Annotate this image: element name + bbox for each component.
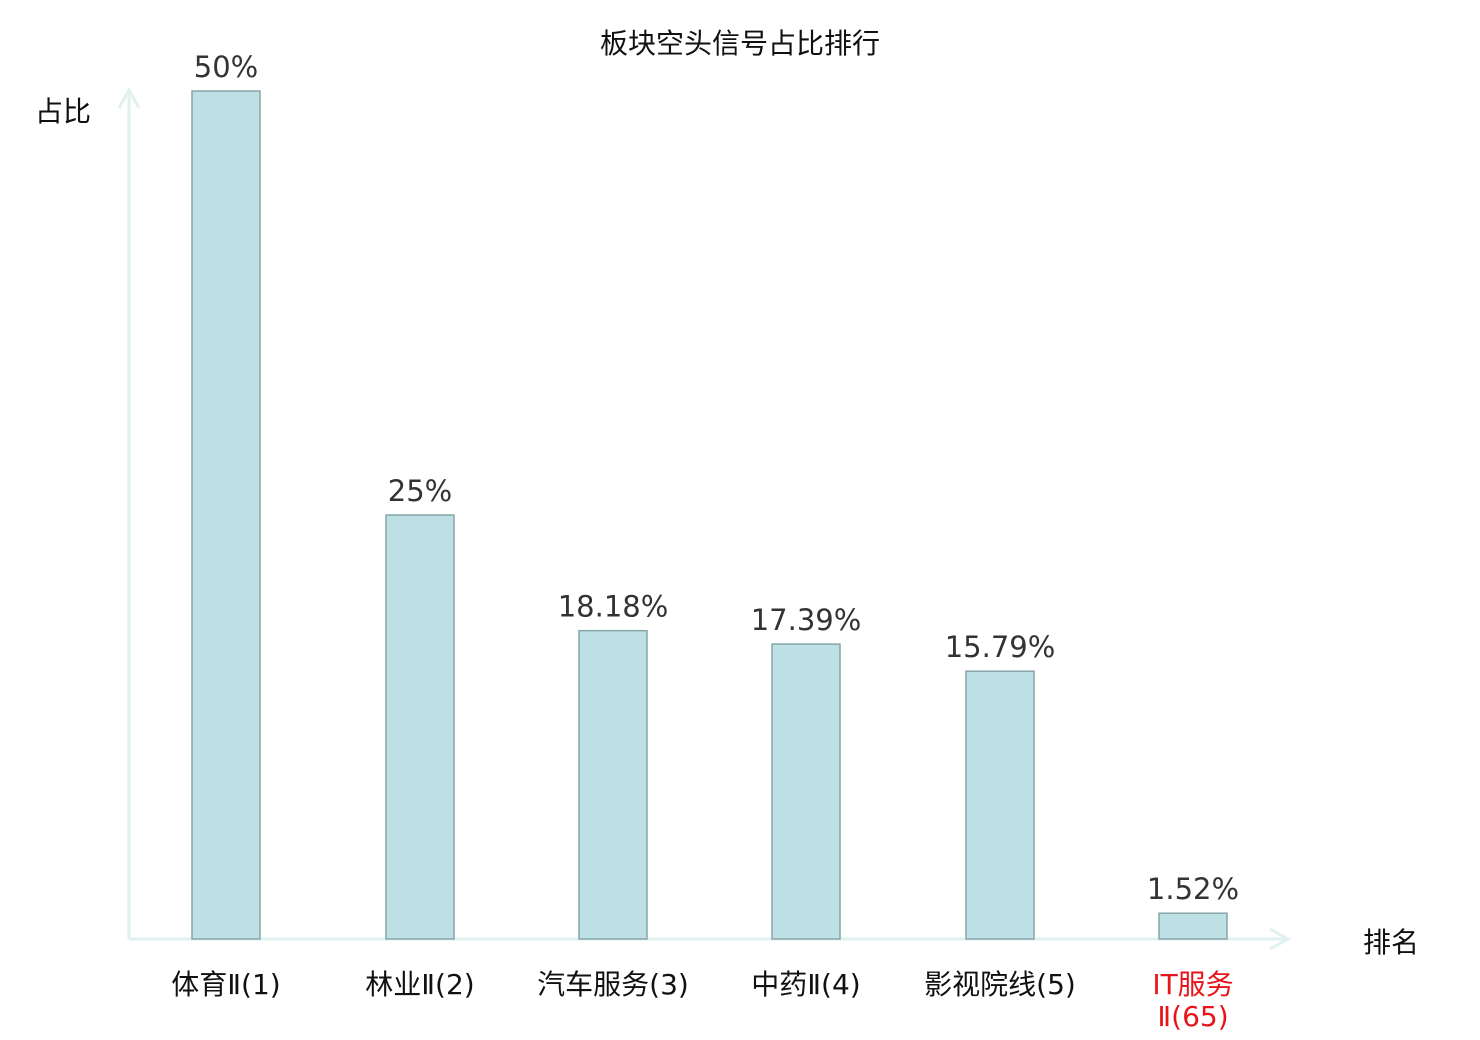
value-label: 18.18% bbox=[558, 590, 669, 624]
value-label: 25% bbox=[388, 474, 452, 508]
bar bbox=[965, 670, 1035, 940]
category-label: 中药Ⅱ(4) bbox=[751, 968, 860, 1001]
category-label: 影视院线(5) bbox=[924, 968, 1076, 1001]
y-axis-label: 占比 bbox=[35, 95, 91, 128]
value-label: 17.39% bbox=[751, 603, 862, 637]
category-label: 体育Ⅱ(1) bbox=[171, 968, 280, 1001]
bar bbox=[1158, 912, 1228, 940]
bar bbox=[771, 643, 841, 940]
value-label: 1.52% bbox=[1147, 872, 1239, 906]
value-label: 50% bbox=[194, 50, 258, 84]
bar bbox=[385, 514, 455, 940]
bar bbox=[578, 629, 648, 940]
chart-title: 板块空头信号占比排行 bbox=[600, 27, 880, 60]
category-label: 林业Ⅱ(2) bbox=[365, 968, 474, 1001]
bar bbox=[191, 90, 261, 940]
y-axis-arrow-icon bbox=[117, 86, 141, 109]
category-label: 汽车服务(3) bbox=[537, 968, 689, 1001]
x-axis-arrow-icon bbox=[1269, 927, 1292, 951]
category-label: Ⅱ(65) bbox=[1157, 1000, 1228, 1033]
x-axis-label: 排名 bbox=[1363, 926, 1419, 959]
value-label: 15.79% bbox=[945, 630, 1056, 664]
category-label: IT服务 bbox=[1152, 968, 1233, 1001]
